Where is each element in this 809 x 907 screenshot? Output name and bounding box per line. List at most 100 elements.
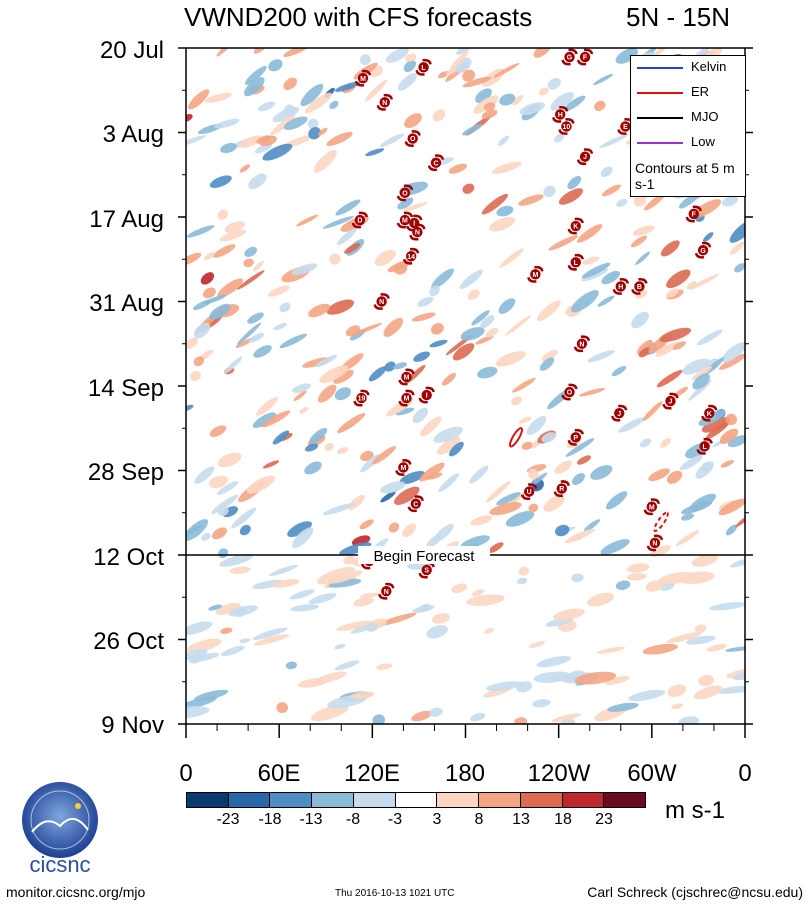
anomaly-cell xyxy=(554,460,573,474)
storm-label: J xyxy=(583,154,587,161)
storm-marker: L xyxy=(415,58,432,76)
colorbar-cell xyxy=(604,793,646,807)
anomaly-cell xyxy=(481,109,498,119)
anomaly-cell xyxy=(516,577,528,585)
storm-marker: M xyxy=(398,389,415,407)
anomaly-cell xyxy=(691,554,719,567)
storm-disc xyxy=(356,392,367,404)
anomaly-cell xyxy=(601,270,620,285)
anomaly-cell xyxy=(231,507,257,529)
anomaly-cell xyxy=(217,506,229,516)
storm-disc xyxy=(697,244,709,256)
anomaly-cell xyxy=(404,113,422,128)
storm-marker: J xyxy=(576,148,594,166)
storm-disc xyxy=(379,97,390,108)
storm-label: M xyxy=(360,76,366,83)
anomaly-cell xyxy=(247,312,264,324)
storm-arm xyxy=(692,205,702,212)
anomaly-cell xyxy=(186,638,222,653)
anomaly-cell xyxy=(304,461,322,475)
anomaly-cell xyxy=(554,133,564,143)
anomaly-cell xyxy=(248,332,265,343)
anomaly-cell xyxy=(701,417,731,433)
anomaly-cell xyxy=(209,425,227,438)
colorbar-label: 8 xyxy=(474,811,484,828)
anomaly-cell xyxy=(681,513,694,521)
anomaly-cell xyxy=(650,545,671,557)
storm-arm xyxy=(527,483,538,489)
storm-label: S xyxy=(424,568,429,575)
storm-arm xyxy=(403,211,414,218)
anomaly-cell xyxy=(385,48,409,63)
anomaly-cell xyxy=(631,311,650,329)
anomaly-cell xyxy=(262,143,293,161)
storm-arm xyxy=(351,222,362,229)
storm-disc xyxy=(555,109,566,120)
anomaly-cell xyxy=(261,410,291,428)
storm-arm xyxy=(402,459,412,465)
storm-marker: B xyxy=(631,278,648,295)
anomaly-cell xyxy=(579,387,606,397)
anomaly-cell xyxy=(459,269,484,289)
anomaly-cell xyxy=(215,602,241,615)
storm-disc xyxy=(564,386,575,398)
anomaly-cell xyxy=(429,339,448,348)
storm-disc xyxy=(614,407,625,419)
anomaly-cell xyxy=(219,229,247,242)
anomaly-cell xyxy=(436,436,461,455)
anomaly-cell xyxy=(511,396,523,406)
storm-marker: D xyxy=(351,211,369,229)
anomaly-cell xyxy=(630,235,648,248)
storm-label: O xyxy=(567,390,573,397)
anomaly-cell xyxy=(336,447,349,454)
footer-url: monitor.cicsnc.org/mjo xyxy=(6,884,146,900)
anomaly-cell xyxy=(611,365,627,377)
anomaly-cell xyxy=(460,535,490,549)
y-tick-label: 26 Oct xyxy=(93,628,164,655)
anomaly-cell xyxy=(287,521,313,538)
colorbar-cell xyxy=(395,793,438,807)
anomaly-cell xyxy=(217,278,244,298)
anomaly-cell xyxy=(252,627,288,640)
anomaly-cell xyxy=(296,214,319,227)
anomaly-cell xyxy=(565,438,595,457)
storm-marker: M xyxy=(527,265,544,283)
anomaly-cell xyxy=(450,51,469,69)
storm-arm xyxy=(360,389,370,396)
anomaly-cell xyxy=(220,142,237,154)
anomaly-cell xyxy=(268,564,298,577)
latitude-range: 5N - 15N xyxy=(626,2,731,32)
storm-arm xyxy=(361,69,372,76)
y-tick-label: 3 Aug xyxy=(102,121,164,148)
anomaly-cell xyxy=(528,472,548,488)
anomaly-cell xyxy=(204,92,232,103)
anomaly-cell xyxy=(567,175,582,190)
storm-label: L xyxy=(702,444,707,451)
anomaly-cell xyxy=(496,205,514,217)
anomaly-cell xyxy=(399,470,425,485)
anomaly-cell xyxy=(256,397,279,416)
anomaly-cell xyxy=(497,135,510,146)
anomaly-cell xyxy=(505,314,532,336)
anomaly-cell xyxy=(334,81,361,92)
anomaly-cell xyxy=(486,481,511,503)
anomaly-cell xyxy=(666,470,683,484)
anomaly-cell xyxy=(432,613,450,624)
anomaly-cell xyxy=(429,285,440,297)
storm-label: N xyxy=(384,589,389,596)
anomaly-cell xyxy=(200,272,215,285)
storm-arm xyxy=(576,59,587,66)
storm-arm xyxy=(574,428,584,435)
storm-arm xyxy=(425,386,435,393)
storm-arm xyxy=(405,389,415,396)
storm-marker: J xyxy=(610,404,628,422)
anomaly-cell xyxy=(236,322,262,345)
anomaly-cell xyxy=(604,676,630,685)
anomaly-cell xyxy=(628,689,666,702)
anomaly-cell xyxy=(217,209,229,220)
storm-arm xyxy=(685,216,695,223)
anomaly-cell xyxy=(279,302,291,313)
anomaly-cell xyxy=(334,660,360,671)
storm-arm xyxy=(703,437,713,444)
